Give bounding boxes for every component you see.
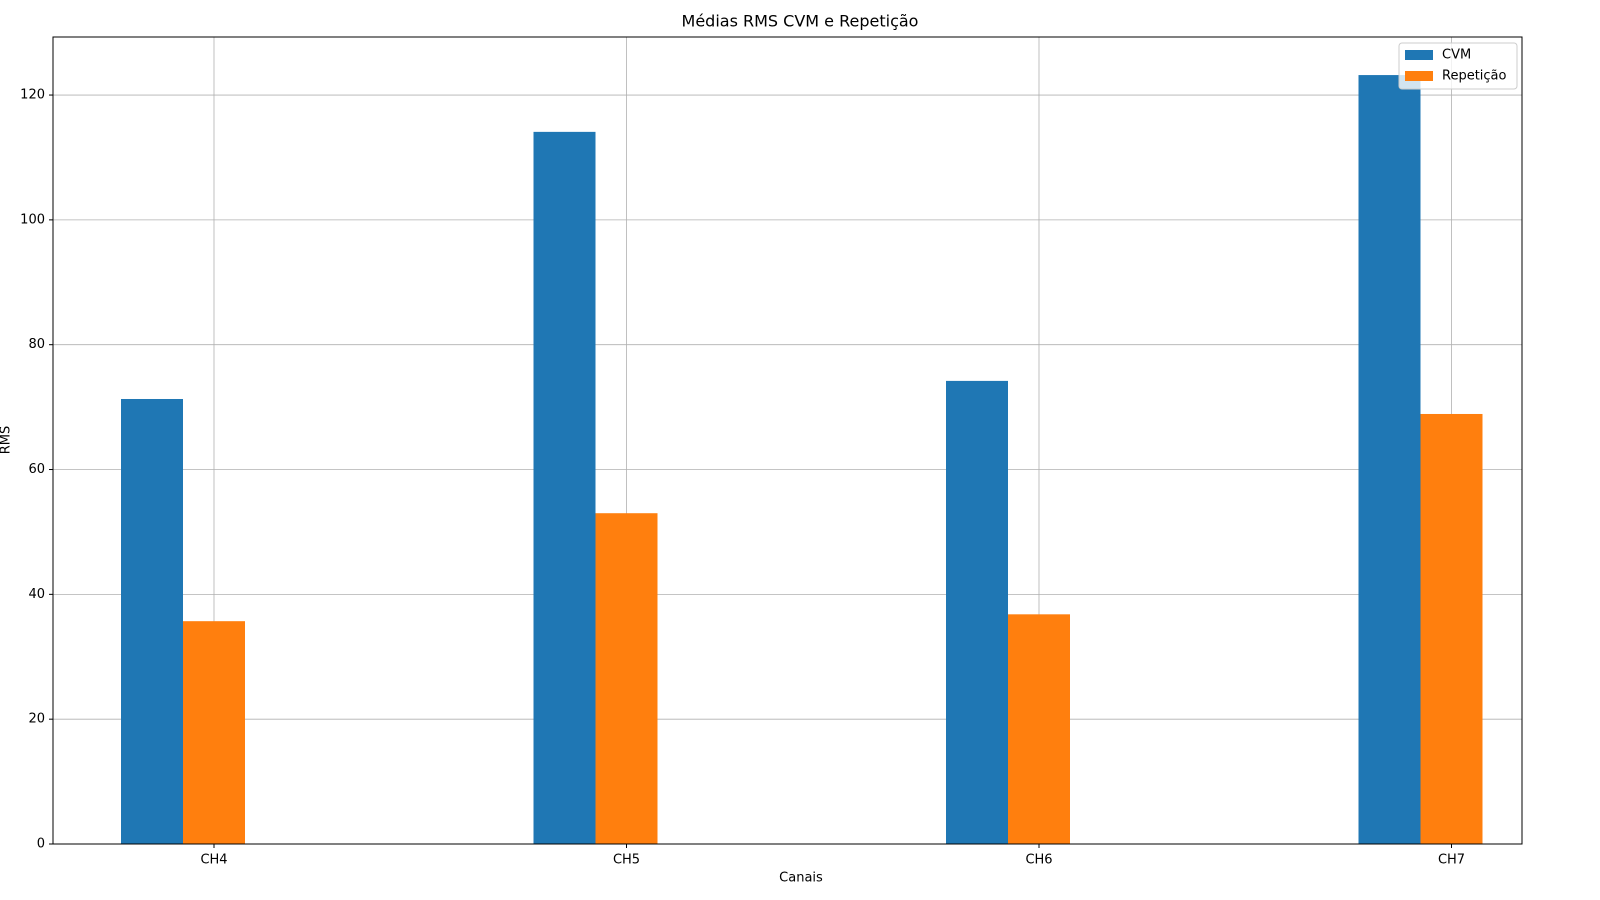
bar xyxy=(183,621,245,844)
bar xyxy=(946,380,1008,844)
legend-swatch xyxy=(1405,50,1433,60)
x-tick-label: CH7 xyxy=(1438,853,1465,868)
y-tick-label: 60 xyxy=(28,462,45,477)
x-tick-label: CH6 xyxy=(1025,853,1052,868)
plot-frame xyxy=(52,36,1523,845)
bar xyxy=(1358,75,1421,845)
legend: CVM Repetição xyxy=(1398,42,1518,90)
legend-label: CVM xyxy=(1442,48,1471,63)
bars xyxy=(121,75,1483,845)
bar xyxy=(1420,413,1483,844)
x-tick-label: CH4 xyxy=(200,853,227,868)
chart-title: Médias RMS CVM e Repetição xyxy=(682,12,919,31)
x-axis-label: Canais xyxy=(779,871,823,886)
y-tick-label: 20 xyxy=(28,712,45,727)
y-axis-label: RMS xyxy=(0,426,14,455)
bar xyxy=(533,131,596,845)
y-tick-label: 80 xyxy=(28,337,45,352)
bar xyxy=(121,398,183,844)
bar xyxy=(1008,614,1070,844)
y-tick-label: 40 xyxy=(28,587,45,602)
x-tick-label: CH5 xyxy=(613,853,640,868)
y-tick-label: 120 xyxy=(20,88,45,103)
legend-label: Repetição xyxy=(1442,69,1507,84)
y-tick-label: 0 xyxy=(37,837,45,852)
y-tick-label: 100 xyxy=(20,212,45,227)
legend-swatch xyxy=(1405,71,1433,81)
bar xyxy=(595,513,658,844)
